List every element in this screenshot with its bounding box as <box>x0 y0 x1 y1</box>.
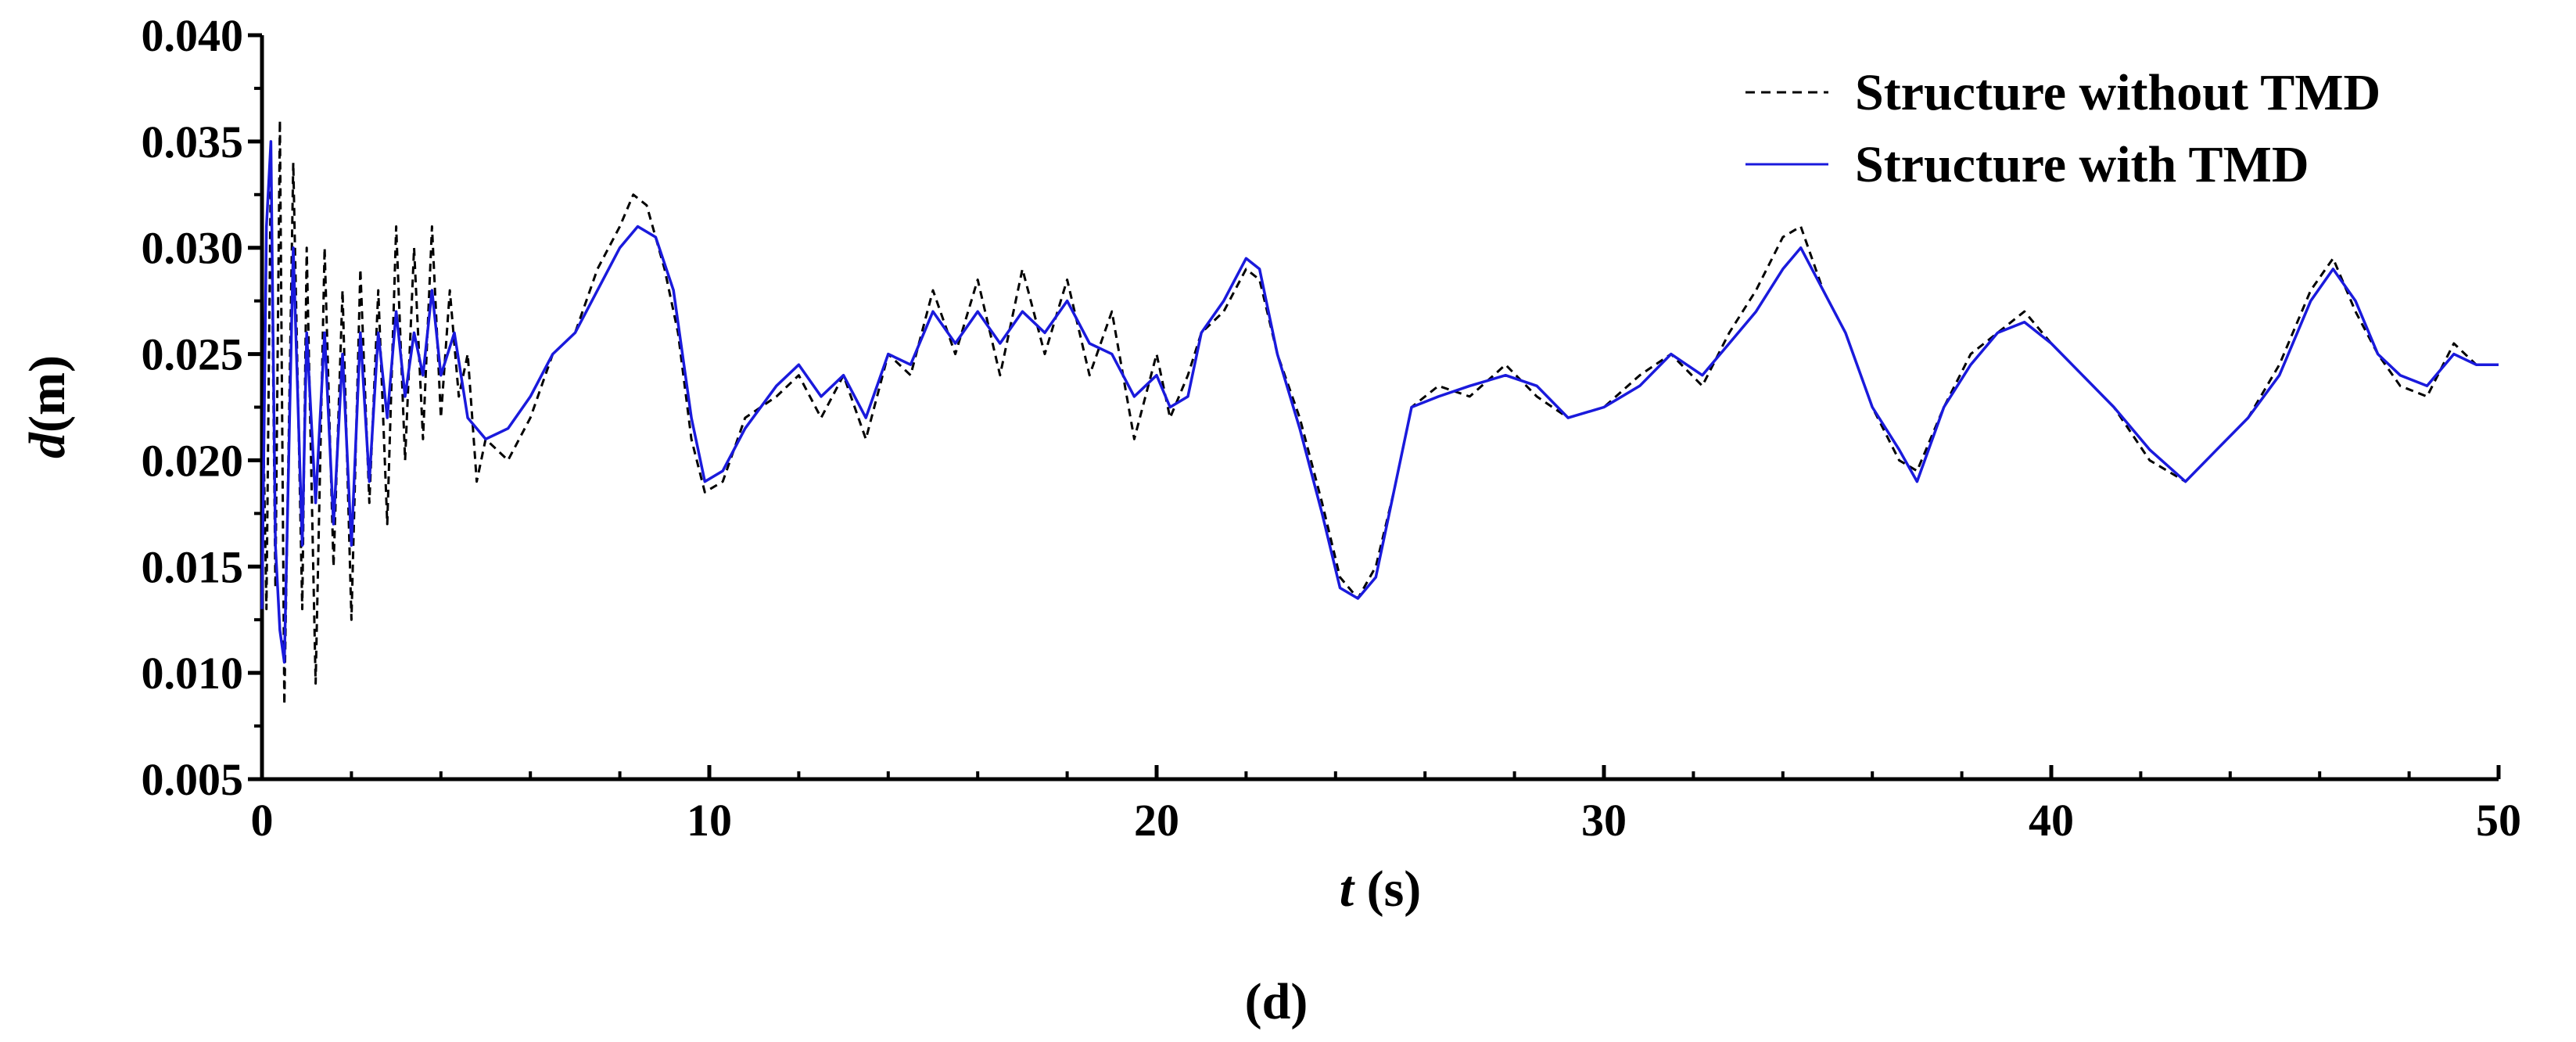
legend-label-without-tmd: Structure without TMD <box>1855 64 2380 121</box>
y-axis-variable: d <box>19 432 76 458</box>
x-tick-label: 40 <box>2029 795 2074 846</box>
x-axis-title: t (s) <box>1340 861 1422 918</box>
x-tick-label: 30 <box>1581 795 1627 846</box>
y-tick-label: 0.030 <box>142 223 244 274</box>
x-ticks: 0 10 20 30 40 50 <box>251 765 2521 846</box>
x-axis-variable: t <box>1340 861 1355 918</box>
x-tick-label: 0 <box>251 795 274 846</box>
y-tick-label: 0.015 <box>142 541 244 592</box>
x-tick-label: 20 <box>1134 795 1179 846</box>
panel-label: (d) <box>1245 973 1308 1030</box>
x-tick-label: 10 <box>687 795 732 846</box>
y-axis-title: d(m) <box>19 355 76 458</box>
x-axis-unit: (s) <box>1354 861 1421 918</box>
y-axis-unit: (m) <box>19 355 76 433</box>
panel-label-close-paren: ) <box>1290 973 1308 1030</box>
y-tick-label: 0.025 <box>142 329 244 380</box>
panel-label-open-paren: ( <box>1245 973 1262 1030</box>
y-tick-label: 0.010 <box>142 648 244 699</box>
series-line-without-tmd <box>260 119 2499 706</box>
panel-label-letter: d <box>1262 973 1291 1030</box>
x-tick-label: 50 <box>2476 795 2521 846</box>
y-tick-label: 0.020 <box>142 435 244 486</box>
y-tick-label: 0.005 <box>142 754 244 805</box>
y-tick-label: 0.040 <box>142 10 244 61</box>
legend-label-with-tmd: Structure with TMD <box>1855 136 2309 193</box>
series-line-with-tmd <box>260 140 2499 664</box>
y-tick-label: 0.035 <box>142 117 244 167</box>
series-layer <box>260 119 2499 706</box>
y-ticks: 0.005 0.010 0.015 0.020 0.025 0.030 0.035 0.040 <box>142 10 262 805</box>
legend: Structure without TMD Structure with TMD <box>1745 64 2380 193</box>
